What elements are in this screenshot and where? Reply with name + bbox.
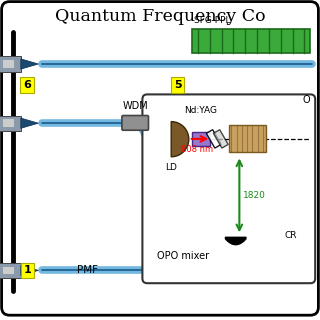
Text: 808 nm: 808 nm (181, 145, 213, 154)
Text: WDM: WDM (122, 101, 148, 111)
Bar (0, 116, 21, 131)
Bar (192, 132, 210, 146)
Text: Quantum Frequency Co: Quantum Frequency Co (55, 8, 265, 25)
Polygon shape (21, 118, 38, 128)
FancyBboxPatch shape (122, 116, 148, 130)
Bar (3, 60, 14, 68)
FancyBboxPatch shape (2, 2, 318, 315)
Bar (3, 267, 14, 274)
Bar (0, 56, 21, 72)
Text: PMF: PMF (77, 265, 98, 276)
Polygon shape (21, 265, 38, 276)
Bar (0, 263, 21, 278)
Text: SFG PPL: SFG PPL (194, 16, 230, 25)
Text: CR: CR (285, 231, 297, 240)
Bar (192, 29, 310, 53)
Polygon shape (206, 130, 221, 148)
Text: O: O (302, 95, 310, 105)
Polygon shape (213, 130, 228, 148)
Polygon shape (21, 59, 38, 69)
Text: 1: 1 (23, 265, 31, 276)
Text: 1820: 1820 (243, 191, 265, 200)
Text: OPO mixer: OPO mixer (157, 251, 209, 261)
Text: 6: 6 (23, 80, 31, 90)
Text: Nd:YAG: Nd:YAG (184, 106, 217, 115)
Wedge shape (171, 122, 189, 157)
Bar (229, 125, 266, 152)
Bar (3, 119, 14, 127)
FancyBboxPatch shape (142, 94, 315, 283)
Text: LD: LD (165, 163, 177, 172)
Text: 5: 5 (174, 80, 181, 90)
